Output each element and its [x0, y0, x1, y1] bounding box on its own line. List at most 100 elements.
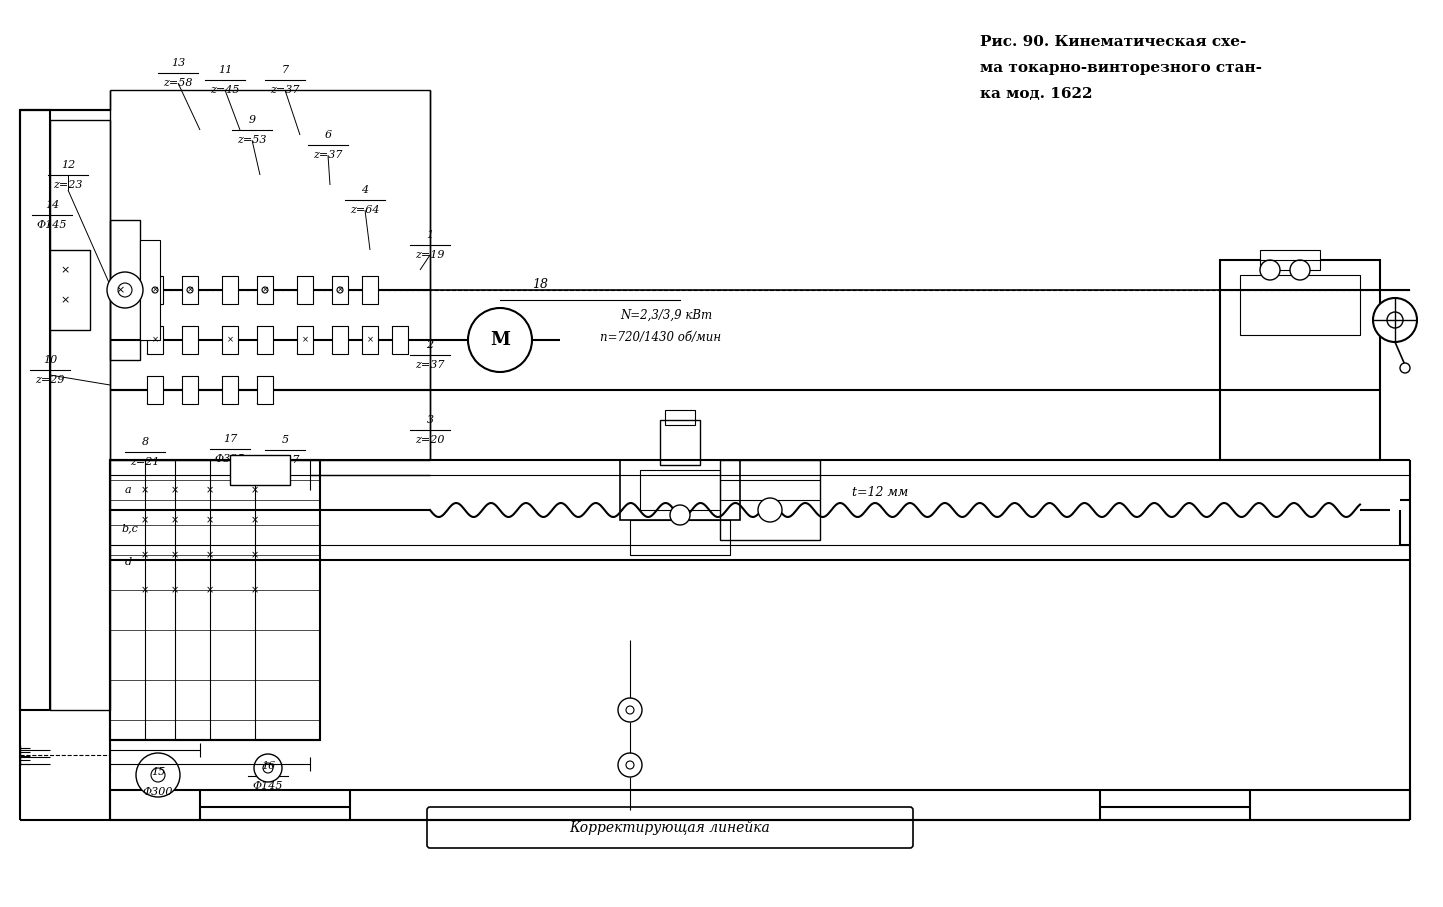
Bar	[182, 276, 198, 304]
Circle shape	[107, 272, 143, 308]
Text: ×: ×	[302, 336, 309, 345]
Text: ×: ×	[170, 515, 179, 525]
Text: 12: 12	[61, 160, 75, 170]
Bar	[147, 326, 163, 354]
Text: ×: ×	[227, 336, 234, 345]
Text: 1: 1	[427, 230, 433, 240]
Bar	[1219, 260, 1380, 460]
Text: ×: ×	[336, 286, 343, 295]
Circle shape	[626, 706, 633, 714]
Bar	[222, 276, 238, 304]
Circle shape	[670, 505, 690, 525]
Circle shape	[1290, 260, 1310, 280]
Text: 9: 9	[248, 115, 255, 125]
Bar	[51, 120, 110, 710]
Circle shape	[626, 761, 633, 769]
Circle shape	[618, 753, 642, 777]
Bar	[297, 326, 313, 354]
Bar	[1240, 275, 1359, 335]
Text: z=37: z=37	[313, 150, 343, 160]
Text: ×: ×	[206, 550, 214, 560]
Text: Φ145: Φ145	[36, 220, 68, 230]
Bar	[222, 376, 238, 404]
Text: ×: ×	[261, 286, 268, 295]
Text: b,c: b,c	[123, 523, 139, 533]
Text: 8: 8	[141, 437, 149, 447]
Circle shape	[188, 287, 193, 293]
Text: ×: ×	[141, 515, 149, 525]
Text: z=20: z=20	[416, 435, 444, 445]
Text: ×: ×	[206, 585, 214, 595]
Text: a: a	[126, 485, 131, 495]
Bar	[332, 276, 348, 304]
Text: 18: 18	[532, 278, 548, 291]
Bar	[51, 250, 89, 330]
Text: z=53: z=53	[237, 135, 267, 145]
Text: ма токарно-винторезного стан-: ма токарно-винторезного стан-	[980, 61, 1263, 75]
Text: z=47: z=47	[270, 455, 300, 465]
Text: ×: ×	[141, 550, 149, 560]
Bar	[222, 326, 238, 354]
Text: z=45: z=45	[211, 85, 240, 95]
Circle shape	[263, 763, 273, 773]
Text: ×: ×	[251, 550, 260, 560]
Bar	[641, 470, 720, 510]
Bar	[620, 460, 740, 520]
Text: ×: ×	[141, 485, 149, 495]
Bar	[147, 376, 163, 404]
Text: z=21: z=21	[130, 457, 160, 467]
Circle shape	[1400, 363, 1410, 373]
Text: n=720/1430 об/мин: n=720/1430 об/мин	[600, 331, 722, 345]
Circle shape	[468, 308, 532, 372]
Text: z=37: z=37	[416, 360, 444, 370]
Bar	[631, 520, 730, 555]
Circle shape	[152, 768, 165, 782]
Text: ×: ×	[115, 285, 124, 295]
Text: 13: 13	[170, 58, 185, 68]
Text: ×: ×	[170, 550, 179, 560]
Text: ×: ×	[206, 485, 214, 495]
Text: z=64: z=64	[351, 205, 380, 215]
Text: ×: ×	[170, 585, 179, 595]
Bar	[20, 110, 51, 710]
Circle shape	[618, 698, 642, 722]
Text: 4: 4	[361, 185, 368, 195]
Circle shape	[118, 283, 131, 297]
Bar	[147, 276, 163, 304]
Bar	[110, 460, 320, 740]
Bar	[720, 460, 820, 540]
Text: t=12 мм: t=12 мм	[851, 485, 908, 499]
Bar	[110, 220, 140, 360]
Text: Рис. 90. Кинематическая схе-: Рис. 90. Кинематическая схе-	[980, 35, 1247, 49]
Circle shape	[136, 753, 180, 797]
Circle shape	[1387, 312, 1403, 328]
Bar	[392, 326, 408, 354]
Text: z=19: z=19	[416, 250, 444, 260]
Text: z=37: z=37	[270, 85, 300, 95]
Text: z=23: z=23	[53, 180, 82, 190]
Text: ×: ×	[251, 485, 260, 495]
Bar	[362, 326, 378, 354]
Text: ×: ×	[152, 336, 159, 345]
Circle shape	[1260, 260, 1280, 280]
Circle shape	[152, 287, 157, 293]
Circle shape	[1372, 298, 1417, 342]
Text: z=29: z=29	[35, 375, 65, 385]
Text: 15: 15	[152, 767, 165, 777]
Text: ×: ×	[206, 515, 214, 525]
Bar	[257, 276, 273, 304]
Text: Φ145: Φ145	[253, 781, 283, 791]
Text: Φ325: Φ325	[215, 454, 245, 464]
Text: ×: ×	[61, 295, 69, 305]
Bar	[297, 276, 313, 304]
Text: ×: ×	[251, 585, 260, 595]
Text: 2: 2	[427, 340, 433, 350]
Text: 16: 16	[261, 761, 276, 771]
Bar	[182, 376, 198, 404]
Text: 17: 17	[222, 434, 237, 444]
Text: ×: ×	[152, 286, 159, 295]
Text: 5: 5	[281, 435, 289, 445]
Bar	[140, 240, 160, 340]
Bar	[229, 455, 290, 485]
Bar	[1260, 250, 1320, 270]
